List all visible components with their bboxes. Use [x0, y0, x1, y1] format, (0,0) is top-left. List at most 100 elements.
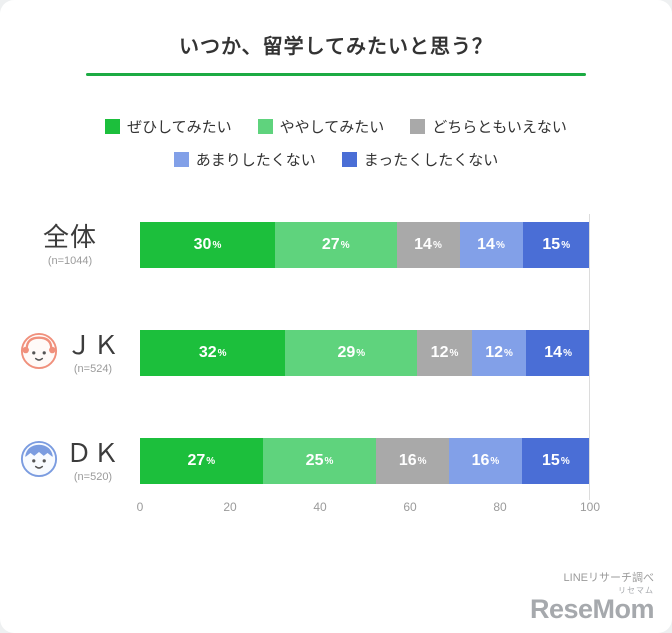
segment-percent-sign: %: [212, 239, 222, 251]
bar-segment: 12%: [417, 330, 472, 376]
bar-segment: 14%: [396, 222, 460, 268]
bar-segment: 27%: [140, 438, 263, 484]
bar-segment: 30%: [140, 222, 275, 268]
category-label: ＪＫ: [65, 330, 120, 361]
x-tick-label: 40: [313, 500, 327, 514]
bar-segment: 14%: [459, 222, 523, 268]
segment-value: 14: [414, 236, 432, 253]
dk-avatar-icon: [20, 440, 58, 477]
stacked-bar: 27% 25% 16% 16% 15%: [140, 438, 590, 484]
segment-percent-sign: %: [561, 239, 571, 251]
segment-value: 29: [337, 344, 356, 361]
segment-value: 14: [477, 236, 495, 253]
chart-row: ＪＫ (n=524) 32% 29% 12% 12% 14%: [0, 330, 672, 376]
segment-percent-sign: %: [217, 347, 227, 359]
source-credit: LINEリサーチ調べ: [563, 572, 654, 584]
bar-segment: 16%: [376, 438, 450, 484]
segment-percent-sign: %: [560, 455, 570, 467]
page-title: いつか、留学してみたいと思う？: [179, 36, 493, 58]
segment-percent-sign: %: [495, 239, 505, 251]
legend-swatch-icon: [105, 119, 121, 134]
bar-segment: 15%: [521, 438, 590, 484]
x-tick-label: 0: [136, 500, 144, 514]
category-label-block: ＤＫ (n=520): [66, 439, 120, 483]
stacked-bar: 30% 27% 14% 14% 15%: [140, 222, 590, 268]
segment-value: 27: [321, 236, 340, 253]
segment-percent-sign: %: [206, 455, 216, 467]
segment-percent-sign: %: [324, 455, 334, 467]
bar-segment: 12%: [471, 330, 527, 376]
legend-swatch-icon: [341, 152, 357, 167]
bar-segment: 14%: [526, 330, 590, 376]
sample-size-note: (n=1044): [47, 254, 93, 267]
segment-value: 14: [544, 344, 563, 361]
legend-item-4: まったくしたくない: [341, 149, 499, 170]
segment-value: 16: [471, 452, 490, 469]
segment-percent-sign: %: [449, 347, 459, 359]
row-label: ＤＫ (n=520): [0, 439, 140, 483]
bar-segment: 15%: [522, 222, 590, 268]
segment-value: 15: [542, 236, 561, 253]
chart-row: 全体 (n=1044) 30% 27% 14% 14% 15%: [0, 222, 672, 268]
segment-value: 25: [305, 452, 324, 469]
legend-label: あまりしたくない: [195, 152, 316, 169]
stacked-bar-chart: 全体 (n=1044) 30% 27% 14% 14% 15% ＪＫ (n=524) 32% 29%…: [0, 214, 672, 516]
sample-size-note: (n=524): [73, 362, 113, 375]
segment-percent-sign: %: [504, 347, 513, 359]
title-underline: [86, 73, 586, 76]
segment-value: 15: [542, 452, 560, 469]
bar-segment: 32%: [140, 330, 286, 376]
legend-swatch-icon: [410, 119, 426, 134]
segment-value: 12: [430, 344, 449, 361]
segment-percent-sign: %: [490, 455, 500, 467]
segment-value: 27: [187, 452, 206, 469]
chart-rows: 全体 (n=1044) 30% 27% 14% 14% 15% ＪＫ (n=524) 32% 29%…: [0, 222, 672, 484]
bar-segment: 29%: [285, 330, 418, 376]
bar-segment: 27%: [275, 222, 397, 268]
resemom-logo: リセマム ReseMom: [529, 586, 655, 624]
x-tick-label: 60: [403, 500, 417, 514]
resemom-logo-sub: リセマム: [618, 586, 654, 595]
segment-percent-sign: %: [356, 347, 366, 359]
bar-segment: 25%: [262, 438, 377, 484]
segment-value: 30: [193, 236, 212, 253]
chart-row: ＤＫ (n=520) 27% 25% 16% 16% 15%: [0, 438, 672, 484]
segment-percent-sign: %: [340, 239, 350, 251]
legend-label: ややしてみたい: [279, 119, 385, 136]
x-tick-label: 100: [579, 500, 601, 514]
legend-item-2: どちらともいえない: [410, 116, 567, 137]
x-tick-label: 80: [493, 500, 507, 514]
legend-swatch-icon: [257, 119, 273, 134]
category-label-block: ＪＫ (n=524): [66, 331, 120, 375]
category-label: 全体: [42, 222, 97, 253]
segment-value: 12: [485, 344, 503, 361]
legend-swatch-icon: [173, 152, 189, 167]
jk-avatar: [20, 332, 58, 375]
row-label: 全体 (n=1044): [0, 223, 140, 267]
legend-item-0: ぜひしてみたい: [105, 116, 232, 137]
legend-row-2: あまりしたくない まったくしたくない: [0, 149, 672, 170]
category-label: ＤＫ: [65, 438, 120, 469]
dk-avatar: [20, 440, 58, 483]
legend-label: どちらともいえない: [432, 119, 567, 136]
legend-row-1: ぜひしてみたい ややしてみたい どちらともいえない: [0, 116, 672, 137]
legend-label: まったくしたくない: [363, 152, 499, 169]
category-label-block: 全体 (n=1044): [43, 223, 97, 267]
x-tick-label: 20: [223, 500, 237, 514]
row-label: ＪＫ (n=524): [0, 331, 140, 375]
x-axis: 0 20 40 60 80 100: [136, 498, 600, 516]
segment-value: 16: [398, 452, 417, 469]
sample-size-note: (n=520): [73, 470, 113, 483]
segment-value: 32: [198, 344, 217, 361]
resemom-logo-main: ReseMom: [529, 594, 655, 624]
legend-label: ぜひしてみたい: [127, 119, 232, 136]
legend-item-1: ややしてみたい: [257, 116, 385, 137]
stacked-bar: 32% 29% 12% 12% 14%: [140, 330, 590, 376]
footer: LINEリサーチ調べ リセマム ReseMom: [529, 569, 655, 624]
legend: ぜひしてみたい ややしてみたい どちらともいえない あまりしたくない まったくしたくな…: [0, 116, 672, 170]
segment-percent-sign: %: [432, 239, 442, 251]
segment-percent-sign: %: [563, 347, 572, 359]
legend-item-3: あまりしたくない: [173, 149, 316, 170]
jk-avatar-icon: [20, 332, 58, 369]
